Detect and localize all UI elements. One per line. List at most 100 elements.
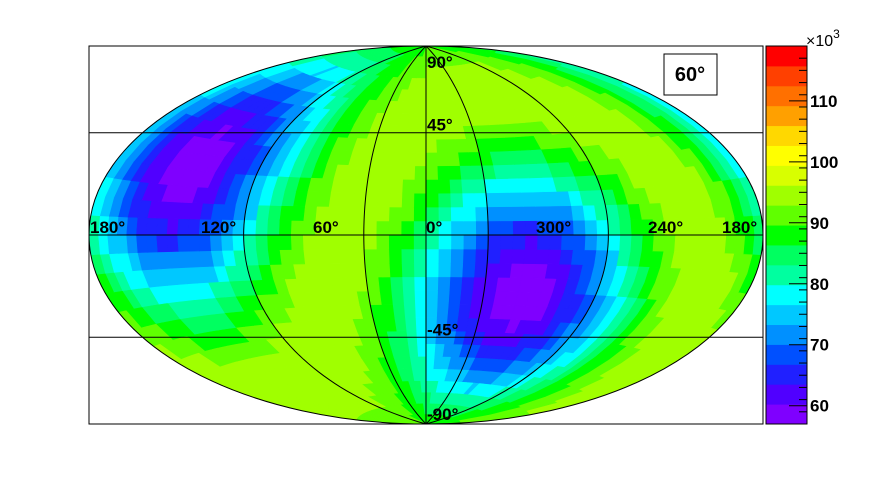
longitude-label: 240° [648, 218, 683, 237]
heatmap-cell [413, 248, 427, 264]
heatmap-cell [425, 89, 434, 102]
heatmap-cell [388, 206, 402, 222]
heatmap-cell [425, 192, 439, 208]
heatmap-cell [414, 165, 427, 180]
heatmap-cell [607, 219, 621, 236]
heatmap-cell [425, 165, 438, 180]
heatmap-cell [376, 206, 390, 222]
heatmap-cell [425, 234, 439, 250]
heatmap-cell [339, 206, 354, 222]
heatmap-cell [377, 276, 392, 292]
heatmap-cell [390, 290, 404, 305]
heatmap-cell [524, 234, 538, 250]
heatmap-cell [279, 249, 294, 265]
heatmap-cell [595, 219, 609, 236]
heatmap-cell [417, 101, 427, 114]
heatmap-cell [404, 317, 417, 332]
heatmap-cell [448, 276, 463, 292]
heatmap-cell [266, 219, 280, 236]
heatmap-cell [404, 138, 417, 153]
chart-title: 60° [675, 64, 705, 86]
colorbar-step [766, 165, 807, 186]
heatmap-cell [486, 206, 501, 222]
heatmap-cell [460, 276, 475, 292]
heatmap-cell [364, 192, 379, 208]
title-box: 60° [663, 53, 718, 96]
heatmap-cell [662, 234, 676, 252]
heatmap-cell [155, 217, 168, 236]
heatmap-cell [474, 248, 489, 264]
heatmap-cell [413, 192, 427, 208]
heatmap-cell [437, 179, 451, 194]
heatmap-cell [684, 234, 697, 253]
heatmap-cell [436, 151, 449, 167]
colorbar-step [766, 145, 807, 166]
heatmap-cell [445, 138, 459, 153]
latitude-label: -90° [427, 405, 459, 424]
heatmap-cell [363, 220, 377, 236]
heatmap-cell [166, 218, 179, 236]
colorbar-step [766, 65, 807, 87]
heatmap-cell [462, 234, 477, 250]
heatmap-cell [436, 290, 450, 305]
heatmap-cell [266, 234, 280, 251]
heatmap-cell [392, 151, 406, 167]
heatmap-cell [314, 248, 329, 265]
heatmap-cell [548, 234, 562, 250]
heatmap-cell [433, 343, 445, 357]
heatmap-cell [457, 151, 472, 166]
heatmap-cell [363, 248, 378, 264]
colorbar-exponent-base: ×10 [806, 33, 833, 50]
heatmap-cell [474, 206, 489, 222]
heatmap-cell [327, 248, 341, 264]
heatmap-cell [457, 304, 472, 319]
heatmap-cell [584, 234, 598, 251]
heatmap-cell [352, 262, 367, 278]
heatmap-cell [363, 234, 377, 250]
heatmap-cell [595, 234, 609, 251]
colorbar-step [766, 324, 807, 345]
colorbar-exponent: ×103 [806, 27, 840, 50]
heatmap-cell [684, 217, 697, 236]
colorbar-step [766, 85, 807, 107]
heatmap-cell [425, 152, 438, 167]
heatmap-cell [326, 234, 340, 250]
colorbar-step [766, 304, 807, 326]
colorbar-step [766, 344, 807, 365]
heatmap-cell [425, 262, 439, 278]
heatmap-cell [438, 234, 452, 250]
colorbar-tick-label: 60 [810, 397, 829, 416]
colorbar-steps [766, 46, 807, 425]
heatmap-cell [448, 165, 462, 180]
colorbar-step [766, 46, 807, 67]
colorbar-exponent-power: 3 [833, 27, 840, 41]
heatmap-cell [584, 219, 598, 236]
heatmap-cell [417, 356, 427, 369]
heatmap-cell [400, 234, 414, 250]
heatmap-cell [401, 262, 415, 278]
heatmap-cell [449, 192, 464, 208]
heatmap-cell [413, 179, 427, 194]
heatmap-cell [267, 205, 282, 221]
heatmap-cell [572, 219, 586, 236]
heatmap-cell [487, 220, 501, 236]
heatmap-cell [243, 234, 257, 251]
heatmap-cell [618, 219, 632, 236]
heatmap-cell [388, 248, 402, 264]
heatmap-cell [364, 262, 379, 278]
heatmap-cell [450, 248, 464, 264]
heatmap-cell [314, 234, 328, 250]
heatmap-cell [351, 248, 366, 264]
heatmap-cell [425, 276, 439, 291]
colorbar-step [766, 284, 807, 306]
latitude-label: 90° [427, 53, 453, 72]
heatmap-cell [523, 248, 538, 265]
heatmap-cell [462, 220, 477, 236]
longitude-label: 180° [722, 218, 757, 237]
colorbar-step [766, 384, 807, 405]
heatmap-cell [462, 206, 476, 222]
heatmap-cell [403, 303, 416, 319]
heatmap-cell [425, 380, 433, 393]
heatmap-cell [376, 262, 391, 278]
heatmap-cell [388, 192, 403, 208]
